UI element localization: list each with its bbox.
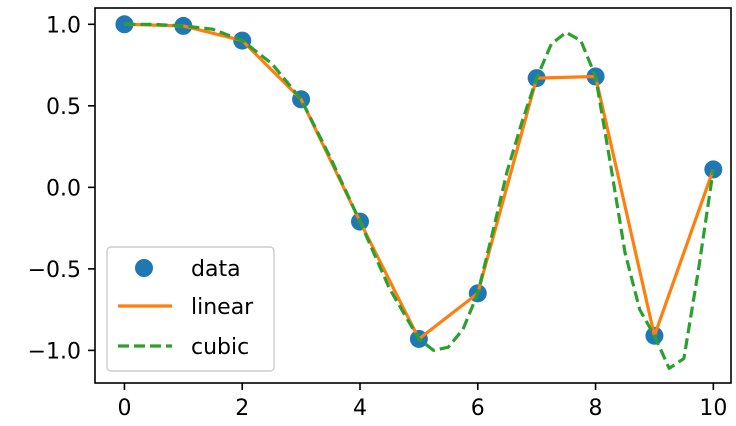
legend: data linear cubic [106,246,275,372]
y-tick-label-3: −0.5 [28,258,81,283]
y-tick-label-4: −1.0 [28,339,81,364]
legend-box [106,246,275,372]
series-layer [115,15,723,370]
legend-label-linear: linear [191,295,254,320]
x-tick-label-2: 4 [353,396,367,421]
ticks-layer: 0 2 4 6 8 10 1.0 0.5 0.0 −0.5 −1.0 [28,13,728,421]
y-tick-label-2: 0.0 [46,176,81,201]
legend-label-cubic: cubic [191,335,249,360]
x-tick-label-1: 2 [235,396,249,421]
legend-label-data: data [191,257,241,282]
x-tick-label-4: 8 [589,396,603,421]
y-tick-label-1: 0.5 [46,95,81,120]
x-tick-label-3: 6 [471,396,485,421]
y-tick-label-0: 1.0 [46,13,81,38]
legend-marker-data [135,259,153,277]
x-tick-label-0: 0 [117,396,131,421]
axes-frame [94,7,732,384]
series-line-cubic [124,22,715,370]
x-tick-label-5: 10 [699,396,727,421]
